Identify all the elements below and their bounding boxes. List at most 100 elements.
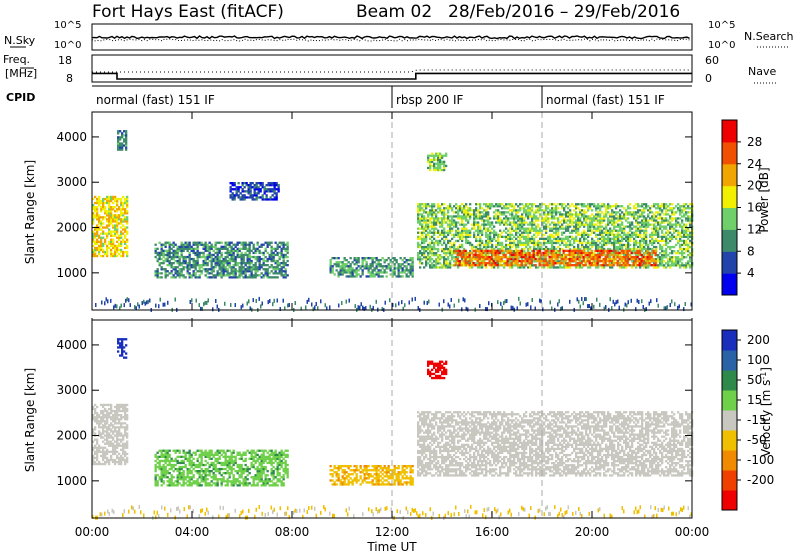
data-cell <box>108 216 111 219</box>
data-cell <box>526 259 529 263</box>
data-cell <box>543 219 546 222</box>
data-cell <box>216 241 219 244</box>
data-cell <box>489 223 492 226</box>
data-cell <box>202 264 205 267</box>
data-cell <box>244 268 247 271</box>
data-cell <box>575 239 578 243</box>
data-cell <box>262 251 265 255</box>
data-cell <box>485 209 488 212</box>
data-cell <box>599 217 602 220</box>
data-cell <box>469 217 472 220</box>
data-cell <box>119 136 122 139</box>
data-cell <box>261 198 264 201</box>
data-cell <box>679 207 682 210</box>
data-cell <box>527 243 530 247</box>
data-cell <box>273 186 276 189</box>
data-cell <box>538 249 541 252</box>
data-cell <box>521 235 524 238</box>
data-cell <box>569 243 572 247</box>
data-cell <box>455 239 458 243</box>
data-cell <box>431 245 434 249</box>
data-cell <box>637 227 640 230</box>
data-cell <box>403 271 406 274</box>
data-cell <box>579 264 582 267</box>
data-cell <box>667 223 670 226</box>
data-cell <box>270 249 273 252</box>
data-cell <box>631 266 634 269</box>
data-cell <box>533 260 536 263</box>
data-cell <box>473 258 476 261</box>
data-cell <box>483 221 486 224</box>
data-cell <box>613 233 616 236</box>
data-cell <box>535 225 538 228</box>
data-cell <box>667 209 670 212</box>
data-cell <box>479 247 482 251</box>
data-cell <box>226 241 229 244</box>
data-cell <box>421 247 424 251</box>
data-cell <box>172 241 175 244</box>
data-cell <box>653 203 656 206</box>
data-cell <box>112 246 115 250</box>
data-cell <box>685 213 688 216</box>
data-cell <box>188 241 191 244</box>
data-cell <box>237 188 240 191</box>
data-cell <box>198 270 201 273</box>
data-cell <box>513 241 516 245</box>
data-cell <box>269 190 272 193</box>
data-cell <box>249 196 252 199</box>
data-cell <box>643 254 646 257</box>
data-cell <box>550 255 553 259</box>
data-cell <box>373 257 376 260</box>
data-cell <box>399 263 402 266</box>
data-cell <box>685 235 688 238</box>
data-cell <box>469 250 472 253</box>
data-cell <box>683 231 686 234</box>
data-cell <box>449 207 452 210</box>
data-cell <box>156 276 159 279</box>
data-cell <box>449 260 452 263</box>
data-cell <box>96 248 99 252</box>
data-cell <box>481 207 484 210</box>
data-cell <box>575 203 578 206</box>
data-cell <box>451 209 454 212</box>
data-cell <box>275 188 278 191</box>
data-cell <box>578 259 581 263</box>
data-cell <box>490 249 493 252</box>
data-cell <box>411 265 414 268</box>
data-cell <box>243 194 246 197</box>
data-cell <box>431 266 434 269</box>
data-cell <box>601 247 604 251</box>
data-cell <box>443 211 446 214</box>
data-cell <box>509 233 512 236</box>
data-cell <box>587 266 590 269</box>
data-cell <box>512 259 515 263</box>
data-cell <box>431 217 434 220</box>
data-cell <box>559 247 562 251</box>
data-cell <box>499 229 502 232</box>
data-cell <box>260 276 263 279</box>
data-cell <box>624 259 627 263</box>
data-cell <box>573 247 576 251</box>
data-cell <box>650 257 653 261</box>
data-cell <box>421 213 424 216</box>
data-cell <box>573 221 576 224</box>
data-cell <box>663 235 666 238</box>
data-cell <box>669 245 672 249</box>
data-cell <box>663 243 666 247</box>
data-cell <box>501 211 504 214</box>
data-cell <box>471 213 474 216</box>
data-cell <box>643 219 646 222</box>
data-cell <box>106 197 109 201</box>
data-cell <box>451 217 454 220</box>
data-cell <box>537 233 540 236</box>
data-cell <box>174 266 177 269</box>
data-cell <box>251 194 254 197</box>
data-cell <box>665 211 668 214</box>
data-cell <box>228 251 231 255</box>
data-cell <box>600 264 603 267</box>
data-cell <box>511 229 514 232</box>
data-cell <box>537 258 540 261</box>
data-cell <box>158 241 161 244</box>
data-cell <box>433 231 436 234</box>
data-cell <box>577 219 580 222</box>
